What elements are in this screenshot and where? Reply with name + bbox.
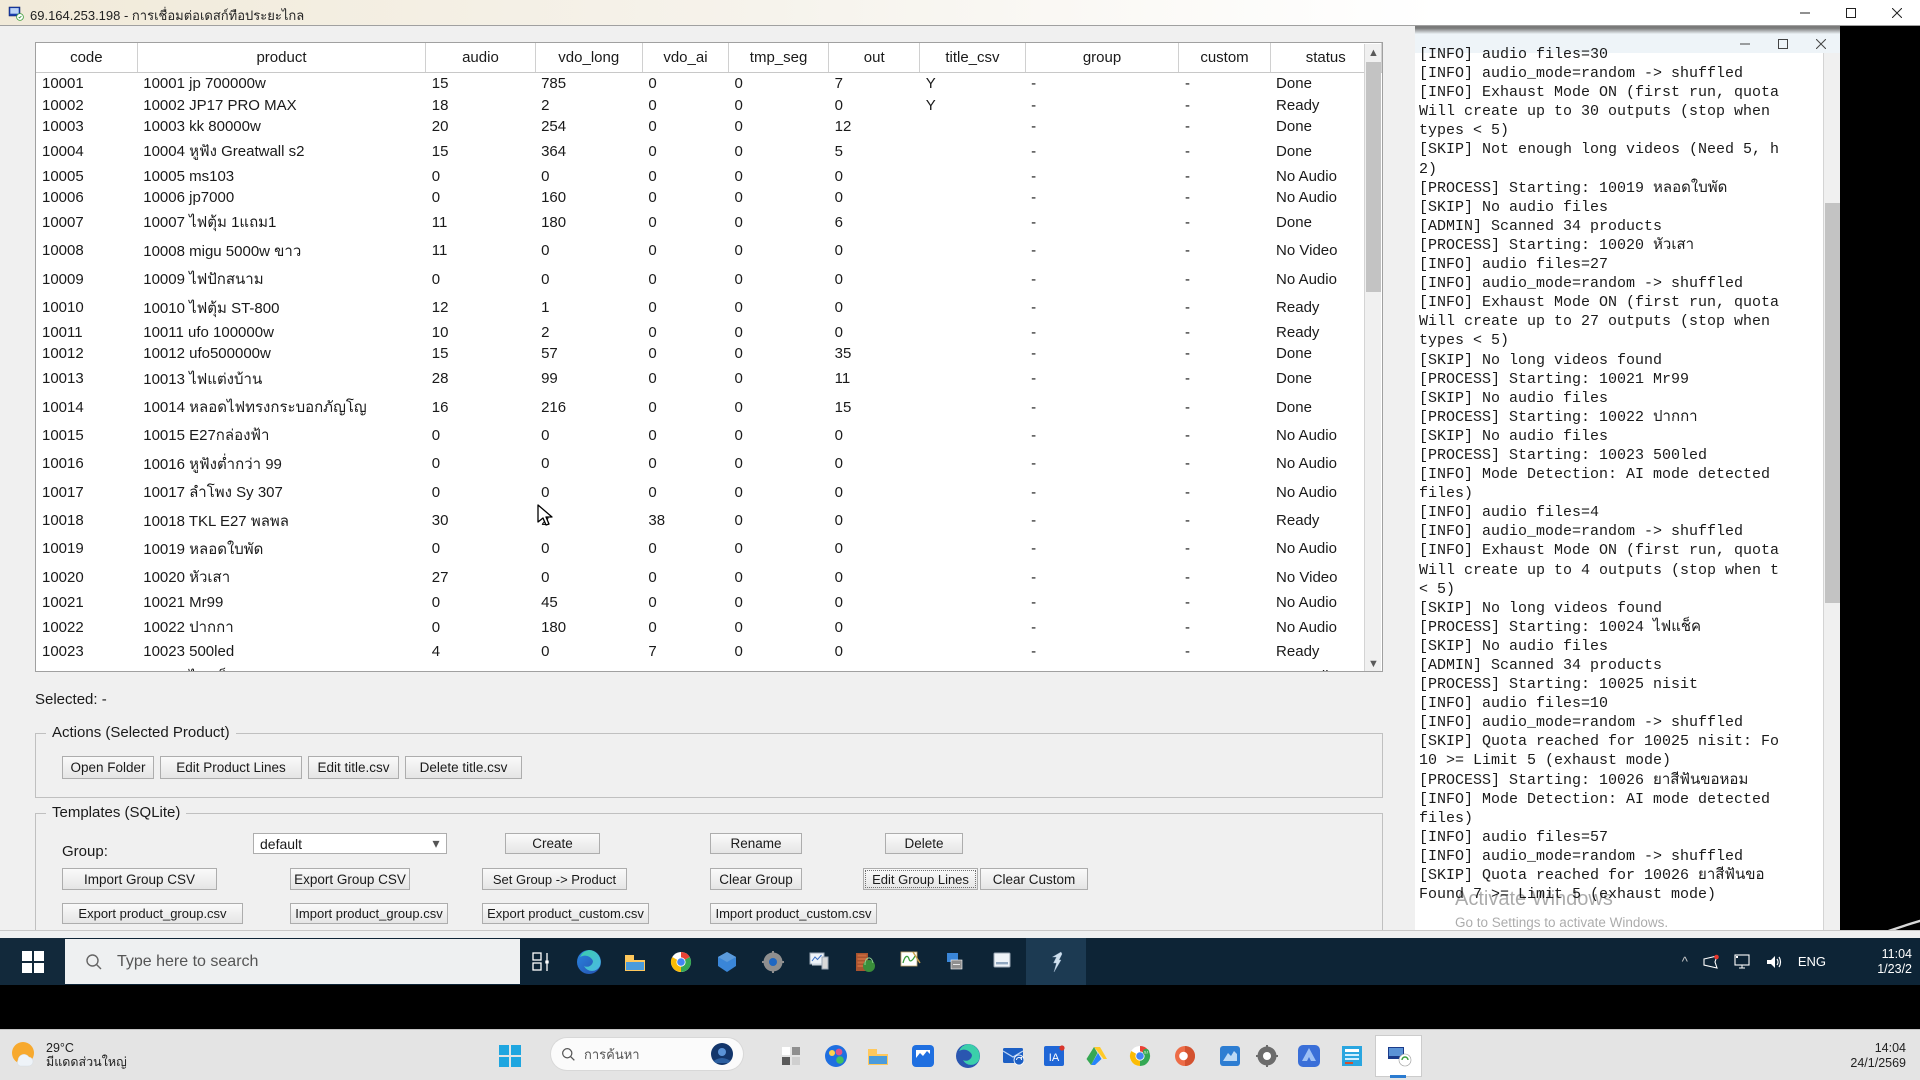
svg-text:SJ: SJ: [1144, 1051, 1148, 1055]
svg-text:IA: IA: [1049, 1052, 1060, 1064]
